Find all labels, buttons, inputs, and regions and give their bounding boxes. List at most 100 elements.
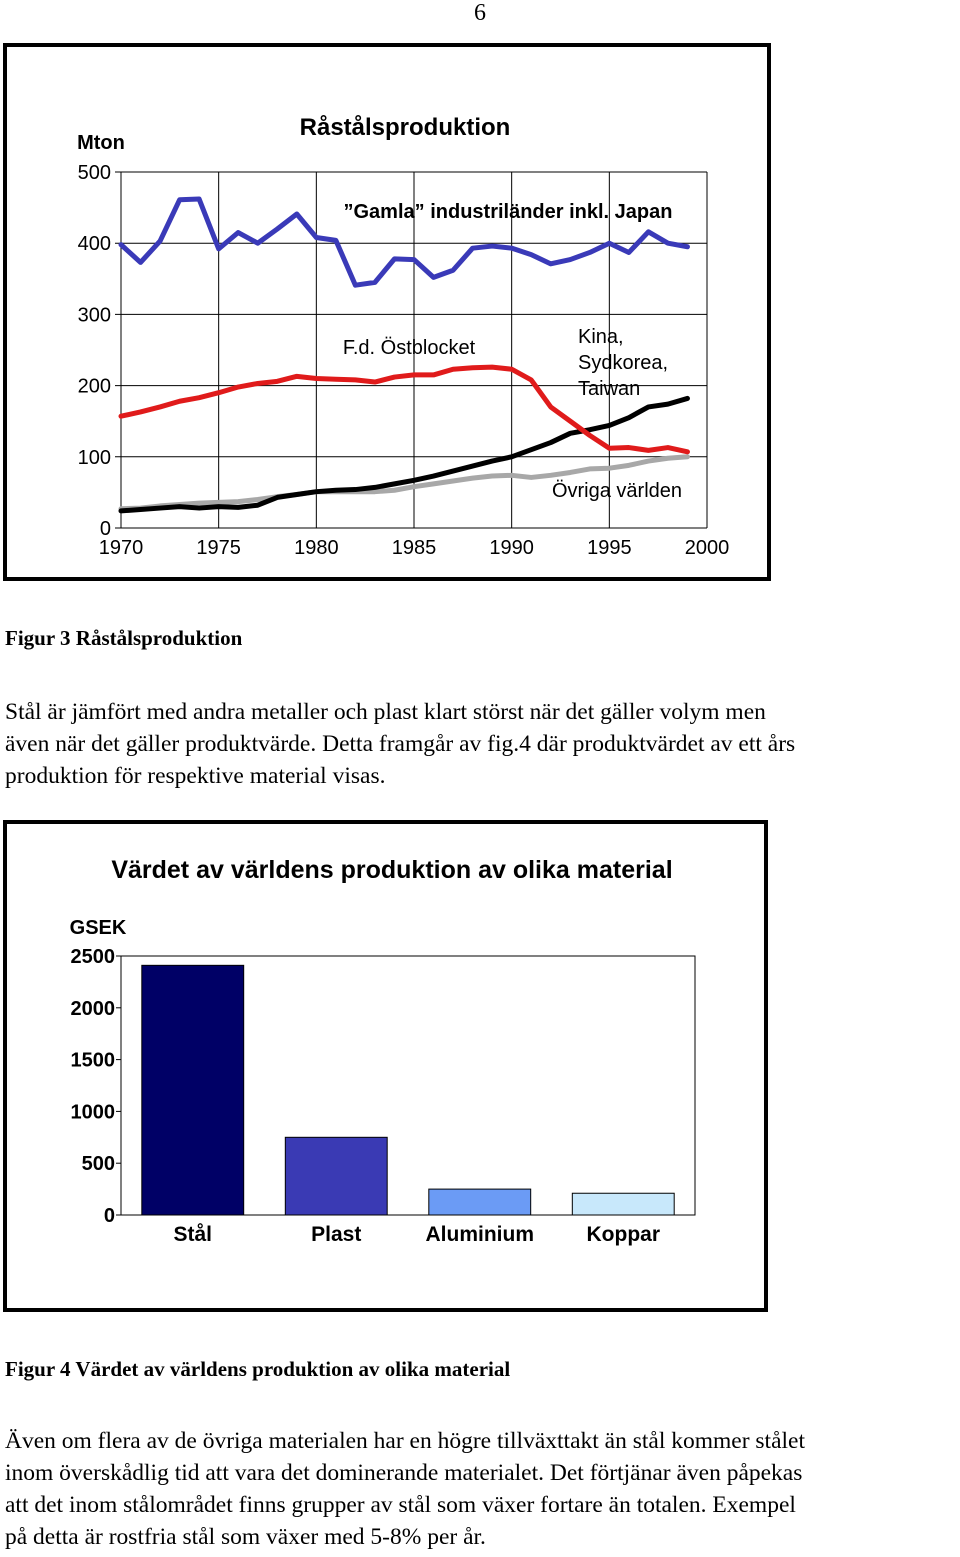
data-point	[314, 236, 318, 240]
data-point	[646, 448, 650, 452]
data-point	[432, 373, 436, 377]
data-point	[178, 505, 182, 509]
data-point	[490, 474, 494, 478]
data-point	[334, 377, 338, 381]
data-point	[666, 241, 670, 245]
data-point	[412, 258, 416, 262]
data-point	[588, 433, 592, 437]
steel-production-chart-svg: Råstålsproduktion Mton 0100200300400500 …	[77, 114, 730, 559]
data-point	[549, 441, 553, 445]
paragraph-2-line: att det inom stålområdet finns grupper a…	[5, 1492, 796, 1518]
bar	[141, 964, 245, 1216]
data-point	[392, 257, 396, 261]
data-point	[588, 250, 592, 254]
y-tick-labels: 0 100 200 300 400 500	[78, 162, 111, 540]
y-tick-label: 400	[78, 233, 111, 255]
data-point	[373, 490, 377, 494]
data-point	[373, 280, 377, 284]
data-point	[197, 506, 201, 510]
category-label: Aluminium	[426, 1223, 535, 1246]
y-tick-label: 0	[104, 1205, 115, 1227]
bar	[284, 1136, 388, 1216]
data-point	[607, 423, 611, 427]
paragraph-1: Stål är jämfört med andra metaller och p…	[5, 696, 960, 792]
x-tick-labels: 1970 1975 1980 1985 1990 1995 2000	[99, 537, 730, 559]
data-point	[529, 253, 533, 257]
series-label-ostblocket: F.d. Östblocket	[343, 337, 476, 359]
steel-production-chart: Råstålsproduktion Mton 0 100 200 300 400 500 …	[3, 43, 771, 581]
data-point	[568, 419, 572, 423]
data-point	[412, 485, 416, 489]
bar	[428, 1188, 532, 1216]
data-point	[392, 488, 396, 492]
data-point	[353, 488, 357, 492]
y-tick-label: 1000	[71, 1101, 116, 1123]
data-point	[412, 373, 416, 377]
y-tick-label: 500	[82, 1153, 115, 1175]
y-tick-label: 200	[78, 376, 111, 398]
data-point	[510, 246, 514, 250]
data-point	[295, 374, 299, 378]
data-point	[627, 446, 631, 450]
data-point	[451, 367, 455, 371]
data-point	[158, 239, 162, 243]
data-point	[646, 230, 650, 234]
paragraph-1-line: produktion för respektive material visas…	[5, 763, 386, 789]
data-point	[158, 405, 162, 409]
category-label: Plast	[311, 1223, 361, 1246]
data-point	[158, 506, 162, 510]
chart-title: Råstålsproduktion	[300, 114, 511, 141]
y-tick-label: 2000	[71, 998, 116, 1020]
paragraph-2-line: på detta är rostfria stål som växer med …	[5, 1524, 486, 1550]
y-tick-label: 300	[78, 304, 111, 326]
data-point	[685, 245, 689, 249]
data-point	[490, 244, 494, 248]
category-labels: Stål Plast Aluminium Koppar	[173, 1223, 660, 1246]
series-lines	[118, 196, 690, 514]
paragraph-2: Även om flera av de övriga materialen ha…	[5, 1425, 960, 1553]
series-label-kina: Kina, Sydkorea, Taiwan	[578, 326, 674, 400]
data-point	[685, 396, 689, 400]
data-point	[353, 283, 357, 287]
data-point	[607, 446, 611, 450]
data-point	[197, 197, 201, 201]
data-point	[217, 247, 221, 251]
category-label: Koppar	[587, 1223, 661, 1246]
data-point	[197, 501, 201, 505]
data-point	[529, 378, 533, 382]
data-point	[373, 380, 377, 384]
x-tick-label: 1970	[99, 537, 144, 559]
material-value-chart-svg: Värdet av världens produktion av olika m…	[70, 856, 696, 1246]
series-line	[118, 364, 690, 455]
y-axis-label: GSEK	[70, 917, 127, 939]
data-point	[256, 381, 260, 385]
x-tick-label: 1995	[587, 537, 632, 559]
data-point	[236, 505, 240, 509]
data-point	[139, 507, 143, 511]
data-point	[314, 376, 318, 380]
data-point	[295, 212, 299, 216]
data-point	[314, 490, 318, 494]
data-point	[627, 463, 631, 467]
data-point	[334, 238, 338, 242]
paragraph-2-line: Även om flera av de övriga materialen ha…	[5, 1428, 806, 1454]
data-point	[627, 250, 631, 254]
data-point	[217, 505, 221, 509]
paragraph-1-line: Stål är jämfört med andra metaller och p…	[5, 699, 766, 725]
data-point	[275, 379, 279, 383]
data-point	[549, 262, 553, 266]
series-line	[118, 454, 690, 512]
paragraph-1-line: även när det gäller produktvärde. Detta …	[5, 731, 796, 757]
data-point	[646, 405, 650, 409]
data-point	[197, 396, 201, 400]
data-point	[236, 500, 240, 504]
category-label: Stål	[173, 1223, 212, 1246]
data-point	[627, 416, 631, 420]
data-point	[392, 375, 396, 379]
x-tick-label: 1990	[489, 537, 534, 559]
data-point	[119, 243, 123, 247]
series-label-gamla: ”Gamla” industriländer inkl. Japan	[344, 201, 673, 223]
data-point	[139, 260, 143, 264]
data-point	[412, 478, 416, 482]
data-point	[607, 241, 611, 245]
